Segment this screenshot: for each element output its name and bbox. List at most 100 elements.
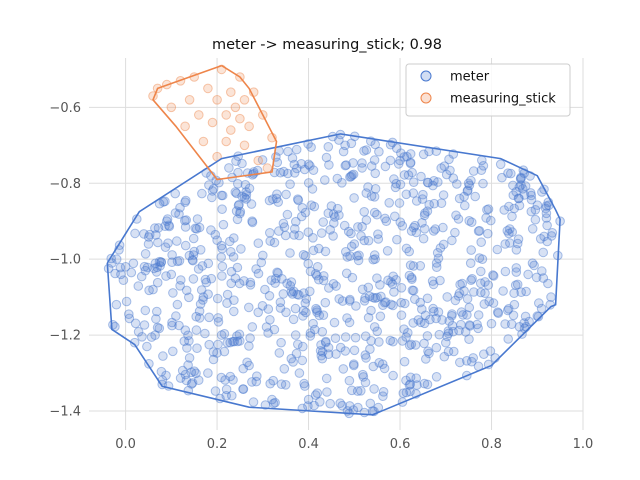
point-meter (539, 231, 549, 242)
point-meter (175, 373, 186, 383)
point-meter (321, 336, 331, 347)
point-meter (474, 253, 485, 263)
point-meter (279, 222, 290, 232)
point-meter (360, 350, 371, 360)
point-meter (188, 233, 199, 244)
point-meter (326, 201, 337, 211)
point-meter (292, 163, 302, 174)
point-meter (172, 256, 183, 267)
point-meter (213, 339, 223, 350)
point-meter (500, 239, 511, 249)
point-meter (272, 189, 282, 199)
point-meter (143, 239, 154, 249)
point-meter (405, 386, 415, 397)
point-meter (503, 304, 514, 314)
point-meter (368, 361, 379, 372)
point-meter (299, 164, 310, 175)
point-meter (417, 304, 427, 315)
point-meter (139, 320, 150, 330)
point-meter (358, 369, 368, 380)
point-meter (341, 268, 352, 279)
point-meter (309, 201, 320, 212)
point-meter (380, 213, 390, 224)
point-meter (142, 262, 153, 273)
point-meter (221, 384, 232, 395)
point-meter (160, 242, 171, 252)
point-meter (352, 251, 362, 261)
point-meter (226, 266, 237, 277)
point-meter (408, 188, 419, 198)
point-meter (546, 231, 557, 241)
point-meter (197, 261, 208, 271)
point-meter (526, 206, 537, 217)
point-meter (460, 327, 471, 337)
point-meter (184, 336, 194, 346)
point-meter (374, 337, 384, 347)
point-meter (231, 188, 242, 199)
point-meter (428, 180, 438, 191)
point-meter (388, 271, 399, 282)
point-meter (329, 317, 340, 328)
point-meter (344, 375, 355, 386)
point-meter (360, 331, 371, 342)
point-meter (298, 305, 309, 316)
point-meter (137, 332, 147, 342)
point-meter (368, 254, 379, 265)
point-meter (503, 334, 514, 344)
point-meter (369, 250, 380, 260)
point-meter (347, 170, 357, 180)
point-meter (186, 367, 197, 378)
point-meter (298, 341, 308, 352)
point-meter (208, 184, 219, 194)
point-meter (538, 247, 549, 258)
point-meter (504, 228, 514, 239)
point-meter (404, 380, 415, 390)
point-meter (239, 192, 250, 203)
point-meter (394, 198, 405, 208)
point-meter (399, 170, 410, 180)
point-meter (287, 153, 298, 163)
point-meter (260, 284, 270, 295)
point-meter (133, 281, 144, 291)
point-meter (252, 165, 263, 176)
point-meter (390, 182, 401, 193)
point-meter (207, 192, 217, 203)
point-meter (270, 278, 280, 288)
point-meter (363, 312, 374, 323)
point-meter (305, 266, 316, 277)
point-meter (423, 346, 433, 357)
point-meter (509, 299, 520, 310)
point-meter (404, 270, 415, 281)
point-meter (280, 380, 291, 390)
point-meter (345, 172, 355, 182)
point-meter (184, 292, 194, 303)
point-meter (335, 398, 346, 409)
point-meter (155, 261, 165, 271)
point-measuring-stick (235, 113, 245, 124)
point-meter (191, 325, 202, 335)
point-meter (438, 190, 449, 200)
point-meter (196, 285, 207, 295)
point-meter (219, 329, 230, 339)
point-meter (167, 317, 177, 328)
point-meter (282, 209, 293, 220)
point-meter (374, 358, 385, 368)
point-meter (319, 271, 329, 281)
point-meter (225, 371, 236, 382)
point-meter (323, 349, 334, 360)
point-meter (309, 400, 319, 411)
point-meter (201, 277, 212, 288)
point-meter (251, 264, 261, 274)
point-meter (359, 296, 370, 306)
point-meter (520, 311, 531, 322)
point-meter (156, 366, 167, 377)
point-meter (286, 353, 297, 364)
point-meter (298, 311, 308, 321)
point-meter (395, 179, 406, 190)
point-meter (361, 215, 372, 225)
point-meter (488, 298, 499, 308)
point-meter (289, 230, 299, 240)
point-meter (444, 154, 454, 165)
point-meter (286, 277, 297, 287)
